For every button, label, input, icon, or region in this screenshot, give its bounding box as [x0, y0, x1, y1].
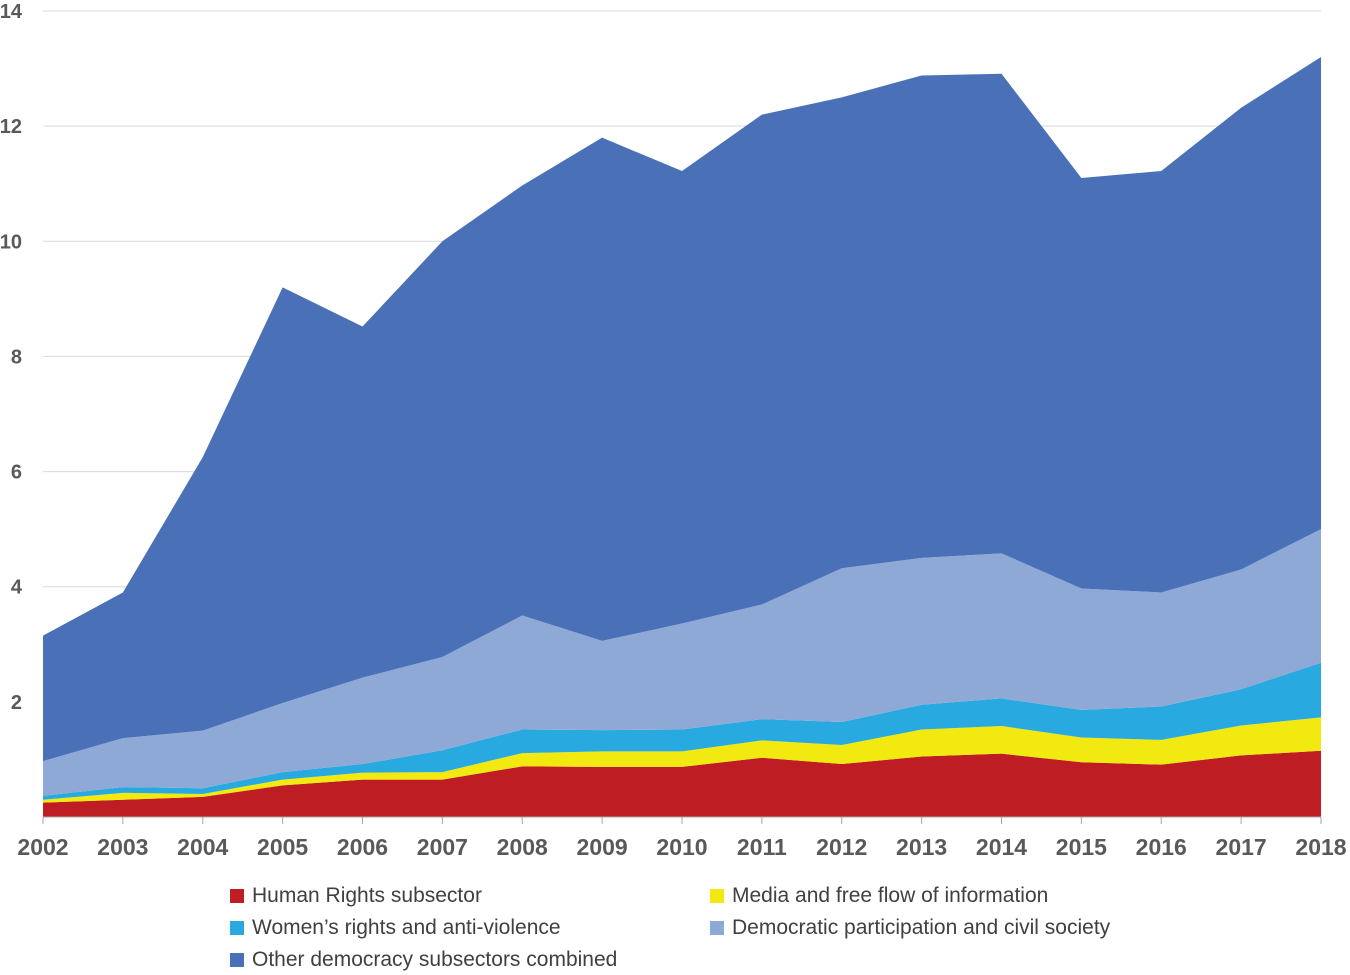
legend-item: Democratic participation and civil socie…	[710, 916, 1190, 939]
x-axis-ticks: 2002 2003 2004 2005 2006 2007 2008 2009 2010 2011…	[17, 817, 1347, 860]
legend-swatch	[710, 888, 724, 903]
area-women-s-rights-and-anti-violence	[43, 662, 1321, 800]
x-tick-label: 2016	[1136, 834, 1187, 860]
x-tick-label: 2012	[816, 834, 867, 860]
x-tick-label: 2010	[656, 834, 707, 860]
x-tick-label: 2003	[97, 834, 148, 860]
x-tick-label: 2004	[177, 834, 228, 860]
y-tick-label: 8	[11, 346, 22, 368]
x-tick-label: 2011	[737, 834, 787, 860]
y-axis-ticks: 14 12 10 8 6 4 2	[0, 1, 23, 714]
area-media-and-free-flow-of-information	[43, 717, 1321, 803]
legend-swatch	[230, 888, 244, 903]
x-tick-label: 2008	[497, 834, 548, 860]
x-tick-label: 2018	[1295, 834, 1346, 860]
legend-item: Other democracy subsectors combined	[230, 948, 710, 971]
x-tick-label: 2014	[976, 834, 1027, 860]
x-tick-label: 2007	[417, 834, 468, 860]
legend-label: Human Rights subsector	[252, 883, 482, 907]
x-tick-label: 2009	[577, 834, 628, 860]
series-areas	[43, 57, 1321, 817]
legend-swatch	[710, 920, 724, 935]
x-tick-label: 2017	[1216, 834, 1267, 860]
area-human-rights-subsector	[43, 750, 1321, 817]
x-tick-label: 2013	[896, 834, 947, 860]
area-other-democracy-subsectors-combined	[43, 57, 1321, 762]
legend-swatch	[230, 952, 244, 967]
y-tick-label: 12	[0, 116, 22, 138]
x-tick-label: 2006	[337, 834, 388, 860]
y-tick-label: 2	[11, 692, 22, 714]
y-tick-label: 14	[0, 1, 23, 23]
y-tick-label: 4	[11, 577, 23, 599]
x-tick-label: 2005	[257, 834, 308, 860]
y-tick-label: 6	[11, 462, 22, 484]
area-democratic-participation-and-civil-society	[43, 529, 1321, 796]
legend-swatch	[230, 920, 244, 935]
legend-label: Media and free flow of information	[732, 883, 1049, 907]
x-tick-label: 2015	[1056, 834, 1107, 860]
legend-label: Democratic participation and civil socie…	[732, 915, 1111, 939]
legend-item: Human Rights subsector	[230, 884, 710, 907]
x-tick-label: 2002	[17, 834, 68, 860]
legend-label: Other democracy subsectors combined	[252, 947, 618, 971]
y-tick-label: 10	[0, 231, 22, 253]
legend-item: Women’s rights and anti-violence	[230, 916, 710, 939]
legend: Human Rights subsector Media and free flo…	[230, 884, 1190, 971]
legend-item: Media and free flow of information	[710, 884, 1190, 907]
legend-label: Women’s rights and anti-violence	[252, 915, 561, 939]
